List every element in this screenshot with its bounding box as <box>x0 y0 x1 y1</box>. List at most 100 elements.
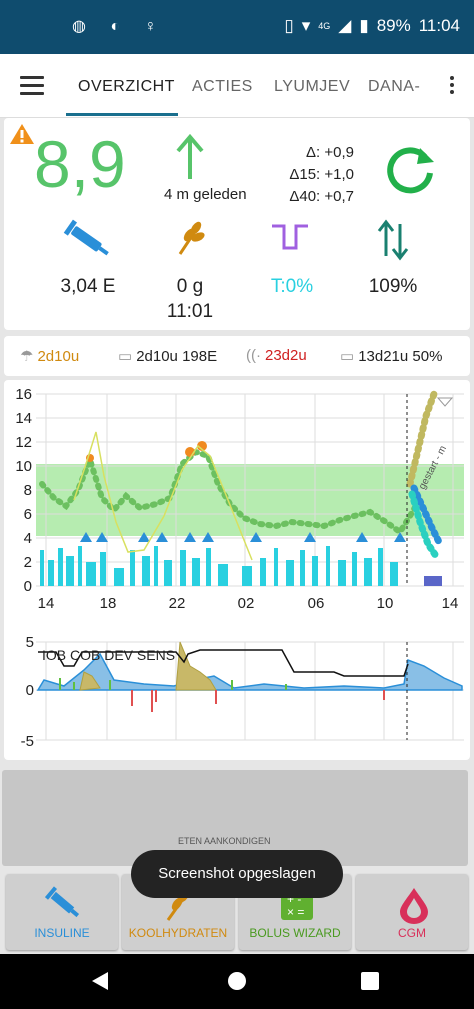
trend-arrow-up-icon <box>176 133 204 179</box>
reservoir-value: 2d10u 198E <box>136 347 218 365</box>
temp-basal-block <box>424 576 442 586</box>
y-tick: 10 <box>15 458 32 475</box>
temp-basal-value: T:0% <box>270 276 314 297</box>
y-tick: 6 <box>24 506 32 523</box>
time-ago: 4 m geleden <box>164 186 247 203</box>
overview-card <box>4 118 470 330</box>
sensitivity-line <box>38 649 409 677</box>
bg-line <box>39 448 421 537</box>
x-tick: 18 <box>100 595 117 612</box>
battery-status[interactable]: ▭ 13d21u 50% <box>340 347 443 366</box>
deltas: Δ: +0,9 Δ15: +1,0 Δ40: +0,7 <box>282 142 354 208</box>
pump-battery-value: 13d21u 50% <box>358 347 443 365</box>
y-tick: 5 <box>26 634 34 651</box>
recents-icon[interactable] <box>360 971 380 991</box>
bg-value[interactable]: 8,9 <box>34 127 126 201</box>
y-tick: -5 <box>21 733 34 750</box>
pump-battery-icon: ▭ <box>340 348 355 365</box>
status-bar: ◍ ◐ ♀ ▯ ▾ 4G ◢ ▮ 89% 11:04 <box>0 0 474 54</box>
graph-options-icon[interactable] <box>436 397 454 407</box>
y-tick: 12 <box>15 434 32 451</box>
signal-icon: ◢ <box>338 16 352 35</box>
y-axis-labels-secondary: 5 0 -5 <box>21 634 34 750</box>
deviation-bars <box>131 690 385 712</box>
syringe-icon[interactable] <box>62 218 114 262</box>
x-tick: 02 <box>238 595 255 612</box>
x-tick: 14 <box>38 595 55 612</box>
deviation-bars-positive <box>59 678 287 690</box>
vibrate-icon: ▯ <box>284 16 294 35</box>
iob-value: 3,04 E <box>60 276 116 297</box>
basal-bars <box>40 546 398 586</box>
eten-aankondigen-label[interactable]: ETEN AANKONDIGEN <box>178 836 271 846</box>
secondary-legend: IOB COB DEV SENS <box>42 647 175 663</box>
prediction-cob <box>410 484 444 548</box>
navigation-bar <box>0 954 474 1009</box>
x-tick: 22 <box>169 595 186 612</box>
notification-icons: ◍ ◐ ♀ <box>72 18 167 35</box>
svg-text:× =: × = <box>287 905 304 919</box>
prediction-iob <box>406 390 438 488</box>
cannula-icon: ☂ <box>20 348 34 365</box>
sensitivity-arrows-icon[interactable] <box>376 218 412 262</box>
tab-indicator <box>66 113 178 116</box>
clock: 11:04 <box>418 16 460 35</box>
pump-status-row <box>4 336 470 376</box>
insulin-button[interactable]: INSULINE <box>6 874 118 950</box>
carbs-time: 11:01 <box>166 301 214 322</box>
carbs-value: 0 g <box>176 276 204 297</box>
y-tick: 14 <box>15 410 32 427</box>
home-icon[interactable] <box>226 970 248 992</box>
delta-40: Δ40: +0,7 <box>289 188 354 205</box>
y-tick: 2 <box>24 554 32 571</box>
grid-secondary <box>36 641 464 741</box>
prediction-uam <box>408 490 440 560</box>
warning-icon[interactable] <box>9 123 35 145</box>
y-tick: 0 <box>26 682 34 699</box>
reservoir-status[interactable]: ▭ 2d10u 198E <box>118 347 218 366</box>
insulin-label: INSULINE <box>34 926 90 940</box>
reservoir-icon: ▭ <box>118 348 133 365</box>
y-tick: 8 <box>24 482 32 499</box>
high-bg-point <box>197 441 207 451</box>
y-tick: 16 <box>15 386 32 403</box>
prediction-line <box>73 431 253 561</box>
back-icon[interactable] <box>90 970 110 992</box>
y-tick: 4 <box>24 530 32 547</box>
y-tick: 0 <box>24 578 32 595</box>
carbs-label: KOOLHYDRATEN <box>128 926 228 940</box>
toast-message: Screenshot opgeslagen <box>131 850 343 898</box>
cgm-button[interactable]: CGM <box>356 874 468 950</box>
wifi-icon: ▾ <box>301 16 311 35</box>
bolus-label: BOLUS WIZARD <box>249 926 341 940</box>
temp-basal-icon[interactable] <box>270 218 310 254</box>
sensor-status[interactable]: ((· 23d2u <box>246 347 307 364</box>
status-right: ▯ ▾ 4G ◢ ▮ 89% 11:04 <box>284 16 460 36</box>
delta-15: Δ15: +1,0 <box>289 166 354 183</box>
target-range <box>36 464 464 536</box>
x-tick: 10 <box>377 595 394 612</box>
app-bar: OVERZICHT ACTIES LYUMJEV DANA- <box>0 54 474 118</box>
syringe-icon <box>44 886 80 918</box>
x-tick: 14 <box>442 595 459 612</box>
battery-icon: ▮ <box>359 16 369 35</box>
cannula-age: 2d10u <box>37 347 80 365</box>
sensitivity-value: 109% <box>368 276 418 297</box>
tab-acties[interactable]: ACTIES <box>192 78 253 95</box>
x-axis-labels: 14 18 22 02 06 10 14 <box>38 595 459 612</box>
menu-icon[interactable] <box>20 76 44 95</box>
tab-overzicht[interactable]: OVERZICHT <box>78 78 175 95</box>
overflow-menu-icon[interactable] <box>450 76 456 97</box>
battery-level: 89% <box>376 16 411 35</box>
blood-drop-icon <box>400 888 428 924</box>
tab-lyumjev[interactable]: LYUMJEV <box>274 78 351 95</box>
cannula-status[interactable]: ☂ 2d10u <box>20 347 80 366</box>
wheat-icon[interactable] <box>172 218 208 258</box>
tab-dana[interactable]: DANA- <box>368 78 421 95</box>
bolus-triangles <box>80 532 406 542</box>
x-tick: 06 <box>308 595 325 612</box>
sensor-age: 23d2u <box>265 347 307 364</box>
loop-status-icon[interactable] <box>384 146 438 200</box>
cgm-label: CGM <box>398 926 426 940</box>
